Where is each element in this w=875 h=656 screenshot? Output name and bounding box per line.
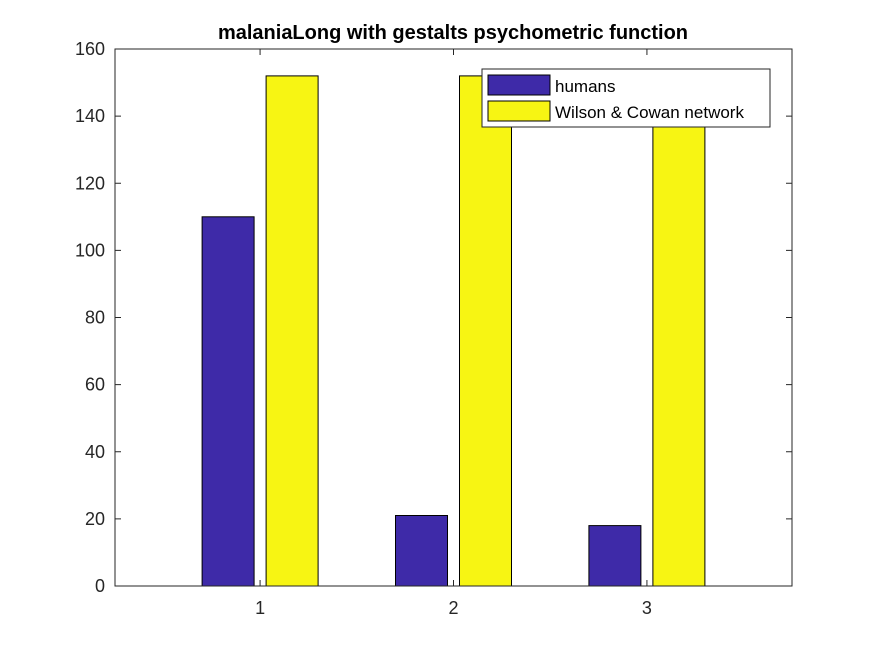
y-tick-label: 0 [95, 576, 105, 596]
bar-wilson-cowan-3 [652, 75, 706, 587]
axis-ticks: 0 20 40 60 80 100 120 140 160 1 2 3 [75, 39, 792, 618]
chart-title: malaniaLong with gestalts psychometric f… [218, 22, 688, 44]
legend-swatch-wilson-cowan [487, 100, 551, 122]
y-tick-label: 80 [85, 308, 105, 328]
y-tick-label: 60 [85, 375, 105, 395]
legend-swatch-humans [487, 74, 551, 96]
bar-wilson-cowan-2 [459, 75, 512, 587]
x-tick-label: 1 [255, 598, 265, 618]
bar-humans-3 [588, 525, 642, 587]
y-tick-label: 120 [75, 173, 105, 193]
bars-layer [201, 75, 706, 587]
y-tick-label: 160 [75, 39, 105, 59]
bar-humans-1 [201, 216, 255, 587]
y-tick-label: 100 [75, 240, 105, 260]
legend-label-wilson-cowan: Wilson & Cowan network [555, 103, 744, 122]
bar-wilson-cowan-1 [265, 75, 319, 587]
bar-humans-2 [395, 515, 448, 587]
y-tick-label: 40 [85, 442, 105, 462]
x-tick-label: 2 [448, 598, 458, 618]
legend-label-humans: humans [555, 77, 615, 96]
y-tick-label: 140 [75, 106, 105, 126]
x-tick-label: 3 [642, 598, 652, 618]
y-tick-label: 20 [85, 509, 105, 529]
legend: humans Wilson & Cowan network [481, 68, 771, 128]
